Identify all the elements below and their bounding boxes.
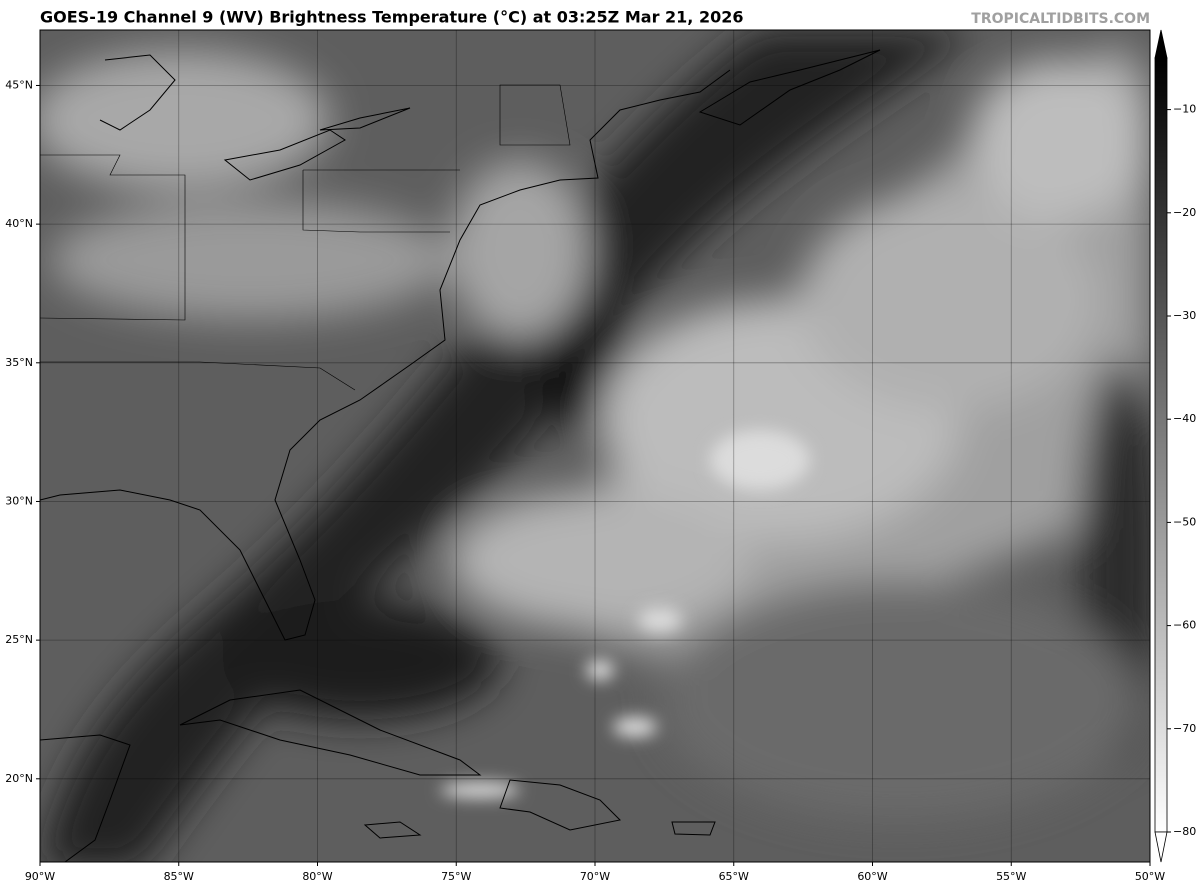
x-tick-label: 60°W — [857, 870, 887, 883]
colorbar-tick-label: −10 — [1173, 103, 1196, 116]
coastlines — [40, 49, 881, 862]
colorbar-tick-label: −50 — [1173, 515, 1196, 528]
y-tick-label: 25°N — [5, 633, 33, 646]
x-tick-label: 70°W — [580, 870, 610, 883]
y-tick-label: 20°N — [5, 772, 33, 785]
watermark: TROPICALTIDBITS.COM — [971, 11, 1150, 27]
colorbar-tick-label: −60 — [1173, 619, 1196, 632]
colorbar-tick-label: −70 — [1173, 722, 1196, 735]
x-tick-label: 90°W — [25, 870, 55, 883]
colorbar-extend-bottom — [1154, 831, 1168, 863]
x-tick-label: 50°W — [1135, 870, 1165, 883]
y-tick-label: 30°N — [5, 494, 33, 507]
colorbar-tick-label: −20 — [1173, 206, 1196, 219]
colorbar-tick-label: −30 — [1173, 309, 1196, 322]
y-tick-label: 40°N — [5, 217, 33, 230]
x-tick-label: 75°W — [441, 870, 471, 883]
colorbar-extend-top — [1154, 29, 1168, 59]
y-tick-label: 45°N — [5, 78, 33, 91]
colorbar-tick-label: −80 — [1173, 825, 1196, 838]
x-tick-label: 85°W — [164, 870, 194, 883]
colorbar — [1154, 57, 1168, 833]
colorbar-tick-label: −40 — [1173, 412, 1196, 425]
x-tick-label: 65°W — [719, 870, 749, 883]
satellite-image — [40, 30, 1150, 862]
x-tick-label: 80°W — [302, 870, 332, 883]
x-tick-label: 55°W — [996, 870, 1026, 883]
map-title: GOES-19 Channel 9 (WV) Brightness Temper… — [40, 8, 743, 27]
y-tick-label: 35°N — [5, 356, 33, 369]
